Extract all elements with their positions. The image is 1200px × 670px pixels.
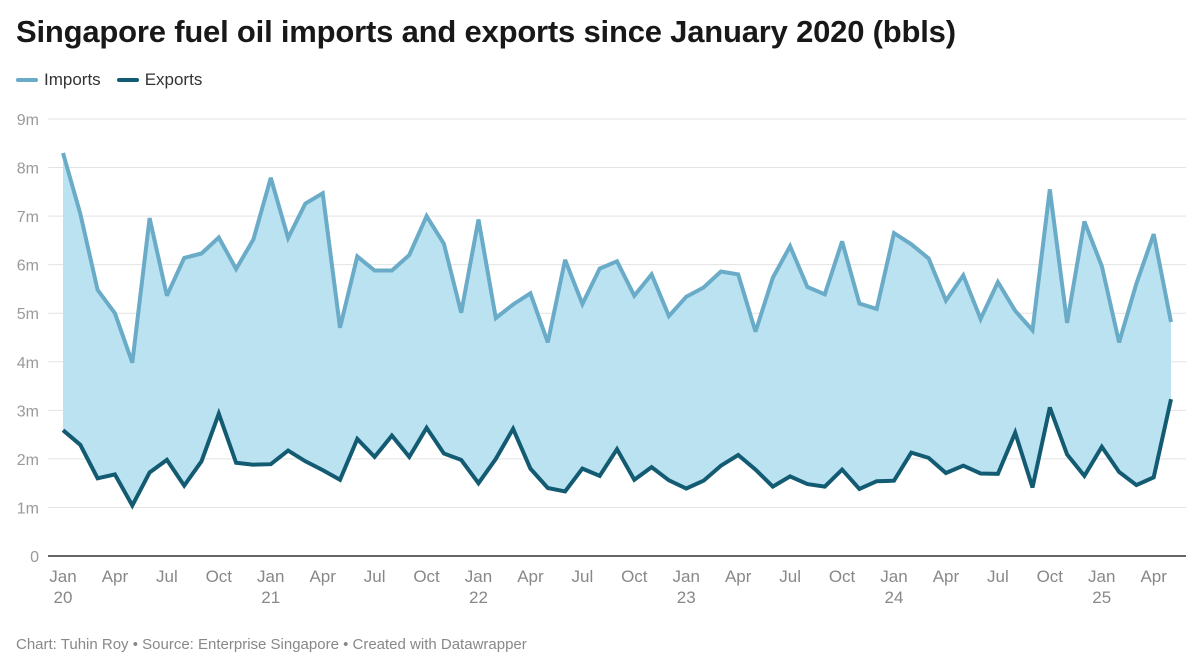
x-tick-label: Oct <box>206 567 233 586</box>
x-tick-label: Jul <box>364 567 386 586</box>
x-tick-year-label: 23 <box>677 588 696 607</box>
y-tick-label: 2m <box>17 452 39 469</box>
x-tick-label: Oct <box>413 567 440 586</box>
x-tick-label: Jul <box>987 567 1009 586</box>
x-tick-label: Oct <box>621 567 648 586</box>
x-tick-label: Jan <box>673 567 700 586</box>
x-tick-label: Apr <box>933 567 960 586</box>
x-tick-label: Apr <box>517 567 544 586</box>
y-tick-label: 5m <box>17 306 39 323</box>
x-tick-label: Jan <box>1088 567 1115 586</box>
legend-label-imports: Imports <box>44 70 101 89</box>
series-line-exports <box>61 398 1173 510</box>
legend-swatch-exports <box>116 78 139 82</box>
x-tick-year-label: 22 <box>469 588 488 607</box>
legend-swatch-imports <box>16 78 38 82</box>
x-tick-year-label: 21 <box>261 588 280 607</box>
y-tick-label: 1m <box>17 500 39 517</box>
line-chart: 0 1m 2m 3m 4m 5m 6m 7m 8m 9m Jan 20 Apr Jul Oct Jan 21 Ap… <box>17 112 1186 607</box>
x-tick-label: Apr <box>725 567 752 586</box>
x-tick-label: Jan <box>465 567 492 586</box>
x-tick-label: Jul <box>779 567 801 586</box>
x-tick-year-label: 24 <box>885 588 904 607</box>
y-tick-label: 4m <box>17 355 39 372</box>
x-tick-year-label: 25 <box>1092 588 1111 607</box>
x-tick-label: Oct <box>1037 567 1064 586</box>
legend-item-exports: Exports <box>116 70 203 90</box>
x-tick-label: Jan <box>49 567 76 586</box>
legend-label-exports: Exports <box>144 70 203 89</box>
x-tick-year-label: 20 <box>54 588 73 607</box>
series-line-imports <box>61 152 1173 364</box>
x-tick-label: Jan <box>880 567 907 586</box>
x-tick-label: Apr <box>1140 567 1167 586</box>
x-tick-label: Jul <box>156 567 178 586</box>
x-tick-label: Jan <box>257 567 284 586</box>
chart-footer: Chart: Tuhin Roy • Source: Enterprise Si… <box>16 636 527 653</box>
legend: Imports Exports <box>16 70 202 90</box>
y-tick-label: 0 <box>30 549 39 566</box>
x-tick-label: Oct <box>829 567 856 586</box>
x-tick-label: Apr <box>102 567 129 586</box>
y-tick-label: 3m <box>17 403 39 420</box>
y-tick-label: 6m <box>17 258 39 275</box>
legend-item-imports: Imports <box>16 70 101 90</box>
y-tick-label: 7m <box>17 209 39 226</box>
chart-title: Singapore fuel oil imports and exports s… <box>16 14 956 49</box>
x-tick-label: Apr <box>309 567 336 586</box>
y-tick-label: 8m <box>17 161 39 178</box>
y-tick-label: 9m <box>17 112 39 129</box>
x-tick-label: Jul <box>572 567 594 586</box>
